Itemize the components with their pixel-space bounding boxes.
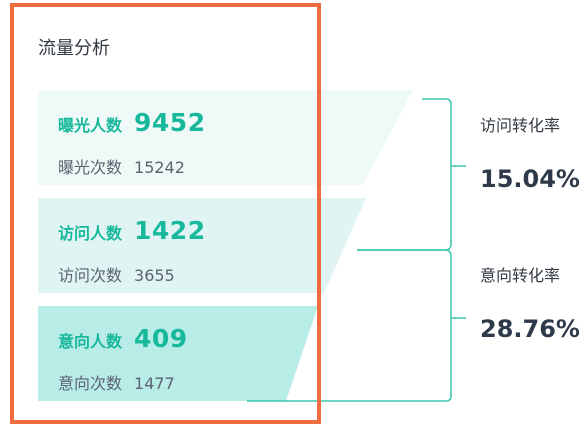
visit-times-label: 访问次数 <box>58 266 123 285</box>
connector-visit-rate <box>357 98 452 251</box>
exposure-people-value: 9452 <box>134 108 206 137</box>
funnel-stage-background <box>38 198 413 293</box>
funnel-stage-intent: 意向人数 409 意向次数 1477 <box>38 306 413 401</box>
visit-conversion-rate-value: 15.04% <box>480 165 580 193</box>
funnel-stage-background <box>38 306 413 401</box>
connector-intent-rate <box>247 249 452 402</box>
funnel-stage-visit: 访问人数 1422 访问次数 3655 <box>38 198 413 293</box>
exposure-times-value: 15242 <box>134 158 185 177</box>
visit-conversion-rate: 访问转化率 15.04% <box>480 112 580 193</box>
intent-conversion-rate: 意向转化率 28.76% <box>480 262 580 343</box>
intent-times-label: 意向次数 <box>58 374 123 393</box>
visit-people-value: 1422 <box>134 216 206 245</box>
visit-times-value: 3655 <box>134 266 175 285</box>
intent-times-value: 1477 <box>134 374 175 393</box>
exposure-people-label: 曝光人数 <box>58 116 123 135</box>
intent-people-value: 409 <box>134 324 188 353</box>
visit-people-label: 访问人数 <box>58 224 123 243</box>
intent-conversion-rate-value: 28.76% <box>480 315 580 343</box>
intent-conversion-rate-label: 意向转化率 <box>480 266 561 285</box>
intent-people-label: 意向人数 <box>58 332 123 351</box>
exposure-times-label: 曝光次数 <box>58 158 123 177</box>
panel-title: 流量分析 <box>38 38 110 59</box>
visit-conversion-rate-label: 访问转化率 <box>480 116 561 135</box>
